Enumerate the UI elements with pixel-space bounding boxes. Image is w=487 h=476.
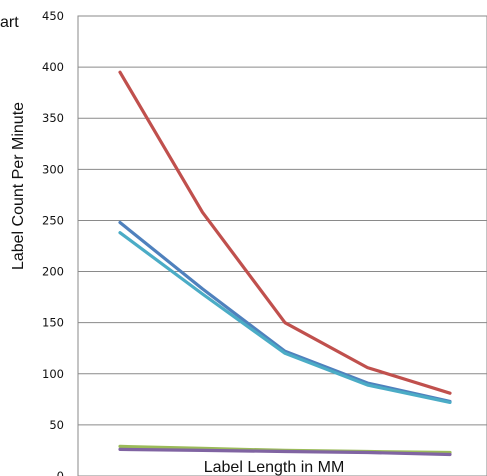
y-tick-label-350: 350	[42, 111, 64, 125]
series-line-2	[118, 220, 452, 403]
y-tick-label-450: 450	[42, 9, 64, 23]
series-lines	[118, 70, 452, 457]
x-axis-label: Label Length in MM	[204, 459, 345, 476]
y-tick-label-100: 100	[42, 367, 64, 381]
y-tick-label-150: 150	[42, 316, 64, 330]
y-tick-labels: 0 50 100 150 200 250 300 350 400 450	[42, 9, 64, 476]
y-tick-label-50: 50	[49, 418, 64, 432]
plot-area	[77, 15, 487, 476]
y-tick-label-0: 0	[57, 469, 64, 476]
y-tick-label-300: 300	[42, 162, 64, 176]
chart-title-fragment: art	[0, 14, 19, 31]
y-tick-label-200: 200	[42, 265, 64, 279]
y-tick-label-400: 400	[42, 60, 64, 74]
y-tick-label-250: 250	[42, 213, 64, 227]
y-axis-label: Label Count Per Minute	[10, 102, 27, 270]
series-line-5	[118, 447, 452, 457]
series-line-1	[118, 70, 452, 395]
series-line-3	[118, 231, 452, 404]
